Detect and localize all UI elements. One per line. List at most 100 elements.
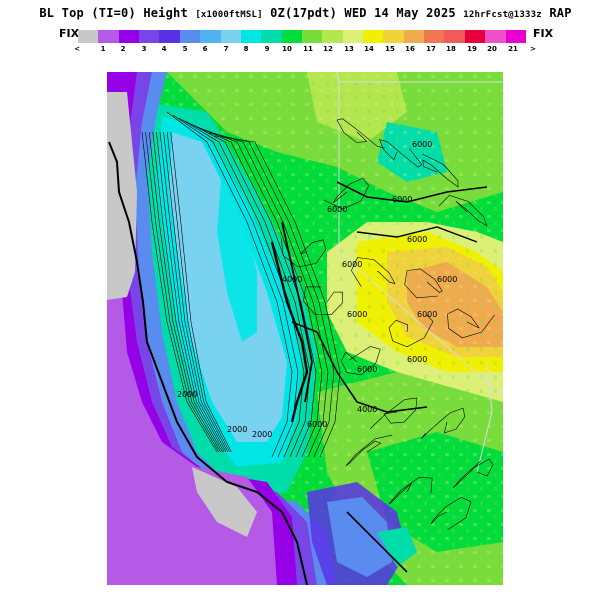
colorbar-tick: 14 [364,45,374,53]
contour-line [336,181,488,203]
colorbar-left-label: FIX [59,27,80,40]
contour-label: 4000 [282,275,302,284]
border-river [476,361,493,473]
contour-line [389,477,433,505]
contour-line [388,313,434,348]
colorbar-tick: 2 [120,45,126,53]
contour-line [178,117,305,458]
contour-line [208,132,335,458]
colorbar-tick: < [74,45,80,53]
colorbar-right-label: FIX [533,27,554,40]
colorbar-swatch [98,30,119,43]
contour-line [166,131,230,453]
colorbar-tick: 7 [223,45,229,53]
colorbar-swatch [363,30,384,43]
colorbar-swatch [485,30,506,43]
contour-line [214,135,341,458]
contour-line [323,177,370,210]
colorbar-swatch [179,30,201,43]
contour-label: 6000 [412,140,432,149]
contour-line [430,496,472,530]
contour-label: 6000 [307,420,327,429]
colorbar-tick: 12 [323,45,333,53]
colorbar-tick: > [530,45,536,53]
contour-bold [270,181,488,573]
colorbar-tick: 11 [303,45,313,53]
contour-line [447,308,495,339]
colorbar-swatch [220,30,241,43]
contour-line [163,131,229,453]
contour-line [438,194,488,227]
colorbar-swatch [281,30,302,43]
land-fix-south [192,467,257,537]
contour-line [170,131,232,453]
contour-line [422,153,459,188]
contour-line [166,111,293,458]
colorbar-swatch [200,30,221,43]
colorbar-tick: 13 [344,45,354,53]
colorbar-tick: 1 [100,45,106,53]
contour-line [356,226,478,243]
colorbar-swatch [78,30,99,43]
colorbar-tick: 9 [264,45,270,53]
coastline [108,141,308,585]
colorbar-swatch [139,30,160,43]
contour-line [145,131,220,453]
colorbar-tick: 15 [385,45,395,53]
colorbar-tick: 19 [467,45,477,53]
contour-line [281,238,327,268]
contour-line [281,221,313,403]
colorbar-swatch [301,30,323,43]
colorbar-tick: 21 [508,45,518,53]
contour-line [452,458,494,489]
colorbar-tick: 16 [405,45,415,53]
contour-line [156,131,225,453]
contour-line [351,257,396,287]
contour-line [202,129,329,458]
map-panel: 6000 6000 6000 6000 6000 6000 6000 6000 6000 6000… [107,72,503,585]
contour-line [370,397,418,429]
colorbar-tick: 18 [446,45,456,53]
colorbar-tick: 3 [141,45,147,53]
contour-line [303,286,343,315]
contour-line [270,241,309,423]
contour-label: 6000 [437,275,457,284]
colorbar-tick: 20 [487,45,497,53]
border-east [338,82,503,395]
land-fix-north [107,92,137,300]
colorbar [78,30,526,43]
south-blue [327,497,392,577]
colorbar-tick: 5 [182,45,188,53]
contour-label: 6000 [392,195,412,204]
contour-label: 2000 [177,390,197,399]
contour-line [141,131,218,453]
contour-label: 6000 [407,235,427,244]
plot-title: BL Top (TI=0) Height [x1000ftMSL] 0Z(17p… [39,6,572,20]
contour-label: 6000 [327,205,347,214]
valley-core [217,167,257,342]
contour-line [291,321,428,413]
contour-line [346,511,408,573]
contour-line [148,131,221,453]
colorbar-swatch [424,30,445,43]
contour-label: 6000 [417,310,437,319]
contour-line [184,120,311,458]
contour-labels: 6000 6000 6000 6000 6000 6000 6000 6000 6000 6000… [177,140,457,439]
colorbar-tick: 10 [282,45,292,53]
contour-label: 6000 [347,310,367,319]
colorbar-swatch [322,30,343,43]
south-teal [377,527,417,567]
contour-line [420,407,466,440]
contour-line [159,131,227,453]
colorbar-ticks: <1 2 3 4 5 6 7 8 9 10 11 12 13 14 15 16 17 18 19 20 21 > [60,45,544,55]
contour-line [152,131,223,453]
contour-label: 4000 [357,405,377,414]
colorbar-swatch [159,30,180,43]
colorbar-swatch [505,30,526,43]
contour-line [379,139,423,168]
contour-label: 6000 [357,365,377,374]
colorbar-swatch [444,30,465,43]
map-svg: 6000 6000 6000 6000 6000 6000 6000 6000 6000 6000… [107,72,503,585]
colorbar-swatch [403,30,425,43]
colorbar-swatch [383,30,404,43]
